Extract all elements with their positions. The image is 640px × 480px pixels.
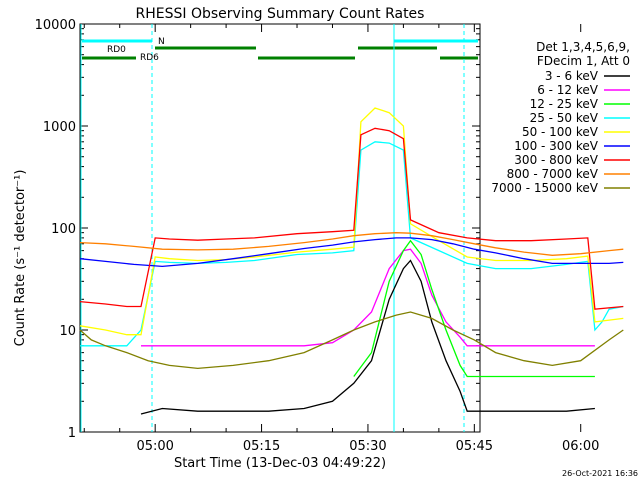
legend-entry-label: 6 - 12 keV xyxy=(537,83,599,97)
x-tick-label: 05:45 xyxy=(456,439,493,454)
legend-entry-label: 12 - 25 keV xyxy=(530,97,599,111)
series-line-6 xyxy=(79,127,624,310)
y-tick-label: 1000 xyxy=(43,120,76,135)
series-line-2 xyxy=(353,239,595,378)
x-tick-label: 05:30 xyxy=(349,439,386,454)
legend-header: FDecim 1, Att 0 xyxy=(537,54,630,68)
series-line-8 xyxy=(79,311,624,370)
legend: Det 1,3,4,5,6,9,FDecim 1, Att 03 - 6 keV… xyxy=(491,40,630,195)
annotation-label: RD6 xyxy=(140,53,159,63)
chart-title: RHESSI Observing Summary Count Rates xyxy=(136,6,425,22)
legend-entry-label: 50 - 100 keV xyxy=(522,125,599,139)
legend-entry-label: 3 - 6 keV xyxy=(545,69,599,83)
x-tick-label: 06:00 xyxy=(562,439,599,454)
plot-frame xyxy=(79,23,481,433)
legend-entry-label: 300 - 800 keV xyxy=(514,153,598,167)
y-tick-label: 100 xyxy=(51,222,76,237)
series-line-3 xyxy=(80,141,624,347)
legend-entry-label: 7000 - 15000 keV xyxy=(491,181,598,195)
y-tick-label: 1 xyxy=(68,426,76,441)
legend-entry-label: 100 - 300 keV xyxy=(514,139,598,153)
x-axis-title: Start Time (13-Dec-03 04:49:22) xyxy=(174,456,386,471)
series-line-7 xyxy=(79,232,624,256)
series-line-0 xyxy=(140,259,595,415)
x-tick-label: 05:00 xyxy=(136,439,173,454)
y-tick-label: 10000 xyxy=(35,18,76,33)
series-line-1 xyxy=(141,248,595,347)
y-axis-title: Count Rate (s⁻¹ detector⁻¹) xyxy=(13,170,28,347)
series-line-5 xyxy=(79,237,624,268)
legend-entry-label: 800 - 7000 keV xyxy=(507,167,599,181)
annotation-label: N xyxy=(158,37,165,47)
x-tick-label: 05:15 xyxy=(243,439,280,454)
y-tick-label: 10 xyxy=(59,324,76,339)
timestamp: 26-Oct-2021 16:36 xyxy=(562,469,638,478)
legend-header: Det 1,3,4,5,6,9, xyxy=(536,40,630,54)
legend-entry-label: 25 - 50 keV xyxy=(530,111,599,125)
annotation-label: RD0 xyxy=(107,45,126,55)
